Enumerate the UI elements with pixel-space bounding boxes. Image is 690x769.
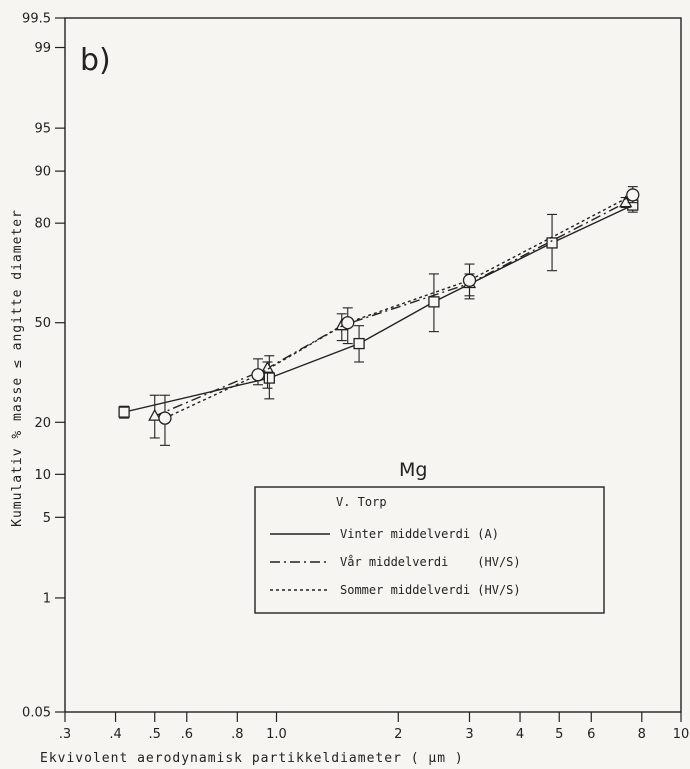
- x-tick-label-12: 10: [673, 727, 690, 742]
- x-tick-label-10: 6: [587, 727, 595, 742]
- x-tick-label-8: 4: [516, 727, 524, 742]
- plot-frame: [64, 17, 682, 713]
- series-1-point-4: [619, 195, 633, 208]
- series-2-point-4: [626, 188, 640, 202]
- legend-box: [254, 486, 605, 614]
- legend-label-0: Vinter middelverdi (A): [340, 527, 499, 541]
- series-1-point-0: [148, 408, 162, 421]
- y-tick-label-0: 0.05: [22, 706, 51, 721]
- y-axis-title: Kumulativ % masse ≤ angitte diameter: [10, 209, 25, 527]
- series-0-point-2: [353, 337, 365, 350]
- legend-entries: Vinter middelverdi (A) Vår middelverdi (H…: [270, 527, 521, 597]
- x-tick-label-3: .6: [181, 727, 193, 742]
- y-tick-label-5: 50: [34, 316, 51, 331]
- y-tick-label-10: 99.5: [22, 12, 51, 27]
- x-tick-label-6: 2: [394, 727, 402, 742]
- y-tick-label-9: 99: [34, 41, 51, 56]
- series-0: [118, 196, 639, 419]
- series-0-point-0: [118, 406, 130, 418]
- x-tick-label-5: 1.0: [266, 727, 287, 742]
- series-0-point-4: [546, 237, 558, 249]
- series-2-point-2: [341, 316, 355, 330]
- series-2-point-1: [251, 368, 265, 382]
- x-axis-ticks: .3 .4 .5 .6 .8 1.0 2 3 4 5 6 8 10: [59, 712, 689, 742]
- element-label: Mg: [399, 459, 427, 481]
- series-2-point-0: [158, 411, 172, 425]
- y-tick-label-4: 20: [34, 416, 51, 431]
- series-0-point-1: [263, 372, 275, 384]
- series-1: [148, 195, 633, 439]
- y-tick-label-6: 80: [34, 217, 51, 232]
- series-0-point-3: [428, 296, 440, 308]
- legend-label-1: Vår middelverdi (HV/S): [340, 555, 521, 569]
- y-tick-label-7: 90: [34, 165, 51, 180]
- series-2: [158, 186, 640, 446]
- series-2-point-3: [462, 273, 477, 287]
- y-tick-label-1: 1: [43, 591, 51, 606]
- y-tick-label-2: 5: [43, 511, 51, 526]
- series-1-line: [154, 201, 627, 417]
- x-tick-label-2: .5: [149, 727, 161, 742]
- x-tick-label-4: .8: [231, 727, 243, 742]
- x-tick-label-11: 8: [638, 727, 646, 742]
- x-tick-label-0: .3: [59, 727, 71, 742]
- legend-title: V. Torp: [336, 495, 387, 509]
- panel-label: b): [80, 43, 111, 78]
- series-0-line: [123, 204, 634, 413]
- legend: V. Torp Vinter middelverdi (A) Vår middel…: [254, 486, 605, 614]
- x-tick-label-7: 3: [465, 727, 473, 742]
- x-tick-label-1: .4: [109, 727, 121, 742]
- series-layer: [118, 186, 640, 446]
- y-tick-label-8: 95: [34, 122, 51, 137]
- x-tick-label-9: 5: [555, 727, 563, 742]
- y-tick-label-3: 10: [34, 468, 51, 483]
- y-axis-ticks: 0.05 1 5 10 20 50 80 90 95 99 99.5: [22, 12, 65, 721]
- legend-label-2: Sommer middelverdi (HV/S): [340, 583, 521, 597]
- x-axis-title: Ekvivolent aerodynamisk partikkeldiamete…: [40, 751, 464, 766]
